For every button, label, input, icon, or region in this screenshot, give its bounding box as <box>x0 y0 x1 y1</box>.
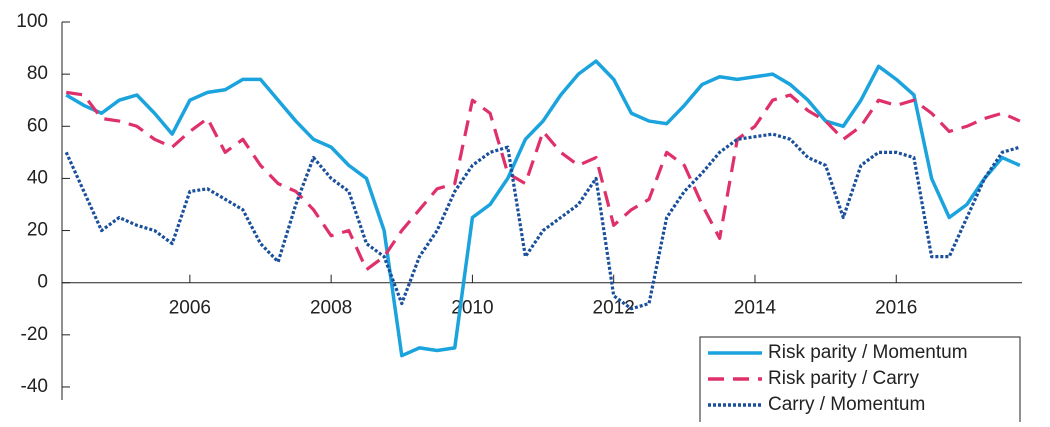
y-tick-label: 60 <box>27 115 48 136</box>
y-tick-label: -40 <box>21 376 48 397</box>
y-tick-label: 0 <box>37 272 48 293</box>
x-tick-label: 2012 <box>593 298 635 319</box>
legend-label: Risk parity / Carry <box>768 368 919 389</box>
y-tick-label: 100 <box>16 11 48 32</box>
legend-label: Carry / Momentum <box>768 394 925 415</box>
y-tick-label: -20 <box>21 324 48 345</box>
y-tick-label: 40 <box>27 167 48 188</box>
x-tick-label: 2014 <box>734 298 777 319</box>
y-tick-label: 80 <box>27 63 48 84</box>
x-tick-label: 2016 <box>875 298 917 319</box>
x-tick-label: 2008 <box>310 298 352 319</box>
x-tick-label: 2006 <box>169 298 211 319</box>
series-line <box>64 132 1021 311</box>
legend-label: Risk parity / Momentum <box>768 342 968 363</box>
series-line <box>65 59 1021 358</box>
y-tick-label: 20 <box>27 220 48 241</box>
series-line <box>66 90 1021 272</box>
